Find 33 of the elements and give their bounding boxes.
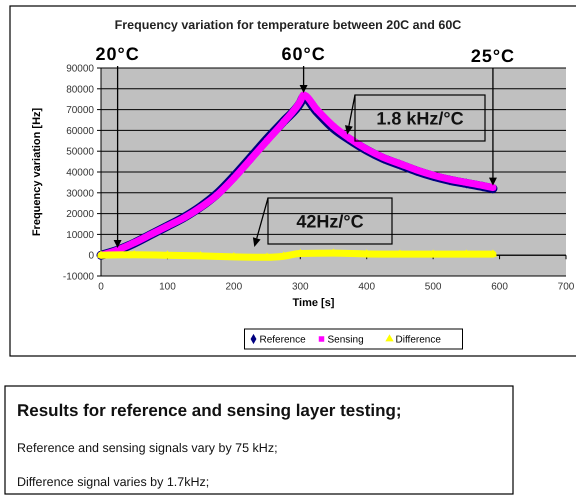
y-axis-title: Frequency variation [Hz]: [31, 107, 43, 236]
text: Reference and sensing signals vary by 75 kHz;: [17, 441, 278, 455]
annotation: 25°C: [470, 46, 516, 66]
legend-label: Difference: [396, 334, 442, 346]
y-tick-label: 30000: [66, 188, 94, 200]
x-tick-label: 100: [159, 282, 176, 292]
y-tick-label: 50000: [66, 146, 94, 158]
annotation: 60°C: [282, 44, 326, 64]
y-tick-label: 70000: [66, 105, 94, 116]
x-tick-label: 500: [424, 282, 442, 292]
annotation: 42Hz/°C: [296, 211, 364, 232]
chart-title: Frequency variation for temperature between 20C and 60C: [114, 18, 462, 32]
y-tick-label: 0: [88, 250, 94, 262]
x-axis-title: Time [s]: [292, 297, 335, 309]
y-tick-label: 20000: [66, 209, 94, 220]
text: Results for reference and sensing layer testing;: [17, 401, 402, 420]
x-tick-label: 700: [558, 282, 575, 292]
legend-label: Sensing: [328, 334, 364, 346]
x-tick-label: 600: [491, 282, 508, 292]
y-tick-label: -10000: [62, 272, 94, 282]
text: Difference signal varies by 1.7kHz;: [17, 475, 210, 489]
legend-label: Reference: [260, 334, 306, 346]
annotation: 20°C: [96, 44, 140, 64]
x-tick-label: 0: [98, 282, 104, 292]
x-tick-label: 300: [292, 282, 310, 292]
y-tick-label: 90000: [66, 64, 94, 74]
y-tick-label: 10000: [66, 230, 94, 241]
y-tick-label: 60000: [66, 126, 94, 137]
y-tick-label: 80000: [66, 84, 94, 96]
y-tick-label: 40000: [66, 168, 94, 178]
annotation: 1.8 kHz/°C: [376, 108, 464, 128]
x-tick-label: 400: [358, 282, 376, 292]
x-tick-label: 200: [226, 282, 243, 292]
